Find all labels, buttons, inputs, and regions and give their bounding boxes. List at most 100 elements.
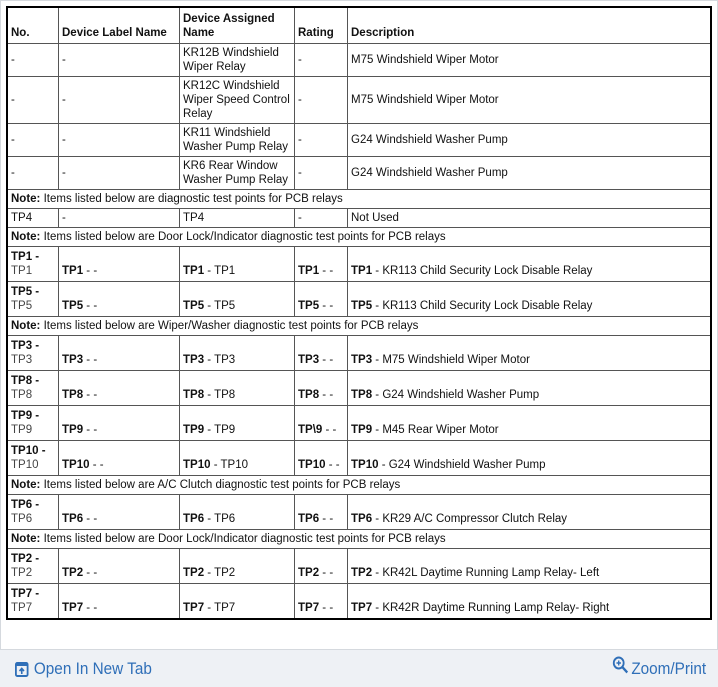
test-point-id: TP8 xyxy=(183,389,205,401)
cell-rating: - xyxy=(294,208,348,228)
test-point-id: TP10 xyxy=(351,459,379,471)
test-point-id: TP1 xyxy=(183,265,205,277)
test-point-id: TP1 xyxy=(351,265,373,277)
test-point-id: TP8 xyxy=(351,389,373,401)
open-in-new-tab-link[interactable]: Open In New Tab xyxy=(15,659,152,679)
test-point-id: TP3 xyxy=(11,340,33,352)
cell-description: TP5 - KR113 Child Security Lock Disable … xyxy=(347,281,712,317)
test-point-id: TP6 xyxy=(351,513,373,525)
cell-text: - - xyxy=(325,459,340,471)
test-point-id: TP6 xyxy=(183,513,205,525)
cell-subtext: TP1 xyxy=(11,265,33,277)
note-cell: Note: Items listed below are Door Lock/I… xyxy=(6,529,712,549)
cell-device-assigned-name: TP1 - TP1 xyxy=(179,246,295,282)
test-point-row: TP5 - TP5 TP5 - - TP5 - TP5 TP5 - - TP5 - KR1… xyxy=(6,281,712,317)
cell-text: - TP3 xyxy=(204,354,236,366)
test-point-id: TP10 xyxy=(183,459,211,471)
cell-no: TP8 - TP8 xyxy=(6,370,59,406)
test-point-id: TP8 xyxy=(62,389,84,401)
cell-text: - G24 Windshield Washer Pump xyxy=(372,389,540,401)
cell-device-label-name: - xyxy=(58,208,180,228)
test-point-id: TP3 xyxy=(62,354,84,366)
cell-subtext: TP3 xyxy=(11,354,33,366)
test-point-id: TP7 xyxy=(11,588,33,600)
cell-description: TP6 - KR29 A/C Compressor Clutch Relay xyxy=(347,494,712,530)
cell-no: - xyxy=(6,43,59,77)
cell-text: - - xyxy=(319,602,334,614)
test-point-id: TP1 xyxy=(298,265,320,277)
cell-no: TP1 - TP1 xyxy=(6,246,59,282)
cell-description: TP1 - KR113 Child Security Lock Disable … xyxy=(347,246,712,282)
cell-subtext: TP6 xyxy=(11,513,33,525)
test-point-row: TP1 - TP1 TP1 - - TP1 - TP1 TP1 - - TP1 - KR1… xyxy=(6,246,712,282)
test-point-id: TP2 xyxy=(183,567,205,579)
test-point-id: TP5 xyxy=(62,300,84,312)
cell-rating: TP10 - - xyxy=(294,440,348,476)
note-row: Note: Items listed below are Wiper/Washe… xyxy=(6,316,712,336)
cell-text: - xyxy=(32,410,40,422)
note-label: Note: xyxy=(11,231,41,243)
cell-rating: TP1 - - xyxy=(294,246,348,282)
test-point-id: TP6 xyxy=(298,513,320,525)
note-text: Items listed below are diagnostic test p… xyxy=(40,193,343,205)
test-point-id: TP9 xyxy=(183,424,205,436)
cell-device-assigned-name: TP9 - TP9 xyxy=(179,405,295,441)
cell-text: - - xyxy=(83,567,98,579)
test-point-id: TP\9 xyxy=(298,424,323,436)
cell-device-label-name: - xyxy=(58,123,180,157)
test-point-id: TP1 xyxy=(62,265,84,277)
cell-rating: TP5 - - xyxy=(294,281,348,317)
cell-device-assigned-name: TP2 - TP2 xyxy=(179,548,295,584)
note-label: Note: xyxy=(11,193,41,205)
cell-rating: - xyxy=(294,43,348,77)
test-point-id: TP9 xyxy=(11,410,33,422)
zoom-print-link[interactable]: Zoom/Print xyxy=(611,656,706,679)
cell-text: - - xyxy=(83,602,98,614)
test-point-row: TP9 - TP9 TP9 - - TP9 - TP9 TP\9 - - TP9 - M4… xyxy=(6,405,712,441)
cell-device-label-name: TP10 - - xyxy=(58,440,180,476)
test-point-id: TP3 xyxy=(298,354,320,366)
cell-text: - - xyxy=(83,300,98,312)
cell-description: TP3 - M75 Windshield Wiper Motor xyxy=(347,335,712,371)
cell-device-assigned-name: KR12C Windshield Wiper Speed Control Rel… xyxy=(179,76,295,124)
cell-device-assigned-name: TP10 - TP10 xyxy=(179,440,295,476)
cell-subtext: TP8 xyxy=(11,389,33,401)
table-row: TP4- TP4- Not Used xyxy=(6,208,712,228)
cell-no: TP2 - TP2 xyxy=(6,548,59,584)
header-device-assigned-name: Device Assigned Name xyxy=(179,6,295,44)
cell-text: - KR42R Daytime Running Lamp Relay- Righ… xyxy=(372,602,610,614)
cell-text: - xyxy=(38,445,46,457)
cell-no: - xyxy=(6,156,59,190)
cell-no: - xyxy=(6,76,59,124)
test-point-id: TP2 xyxy=(298,567,320,579)
footer-bar: Open In New Tab Zoom/Print xyxy=(0,648,718,687)
cell-description: G24 Windshield Washer Pump xyxy=(347,123,712,157)
cell-text: - - xyxy=(319,389,334,401)
cell-no: TP7 - TP7 xyxy=(6,583,59,620)
cell-device-label-name: TP8 - - xyxy=(58,370,180,406)
cell-subtext: TP5 xyxy=(11,300,33,312)
cell-rating: TP3 - - xyxy=(294,335,348,371)
cell-text: - xyxy=(32,251,40,263)
note-text: Items listed below are Wiper/Washer diag… xyxy=(40,320,419,332)
cell-text: - - xyxy=(319,300,334,312)
note-label: Note: xyxy=(11,533,41,545)
cell-no: - xyxy=(6,123,59,157)
cell-device-label-name: - xyxy=(58,76,180,124)
test-point-row: TP3 - TP3 TP3 - - TP3 - TP3 TP3 - - TP3 - M75… xyxy=(6,335,712,371)
cell-text: - KR42L Daytime Running Lamp Relay- Left xyxy=(372,567,600,579)
note-cell: Note: Items listed below are diagnostic … xyxy=(6,189,712,209)
test-point-id: TP5 xyxy=(183,300,205,312)
test-point-id: TP1 xyxy=(11,251,33,263)
cell-text: - KR113 Child Security Lock Disable Rela… xyxy=(372,300,593,312)
test-point-id: TP5 xyxy=(351,300,373,312)
test-point-row: TP7 - TP7 TP7 - - TP7 - TP7 TP7 - - TP7 - KR4… xyxy=(6,583,712,620)
content-frame: No. Device Label Name Device Assigned Name… xyxy=(0,0,718,650)
cell-text: - TP6 xyxy=(204,513,236,525)
cell-text: - - xyxy=(83,424,98,436)
header-rating: Rating xyxy=(294,6,348,44)
test-point-row: TP8 - TP8 TP8 - - TP8 - TP8 TP8 - - TP8 - G24… xyxy=(6,370,712,406)
test-point-id: TP10 xyxy=(298,459,326,471)
test-point-id: TP2 xyxy=(62,567,84,579)
cell-device-label-name: TP9 - - xyxy=(58,405,180,441)
